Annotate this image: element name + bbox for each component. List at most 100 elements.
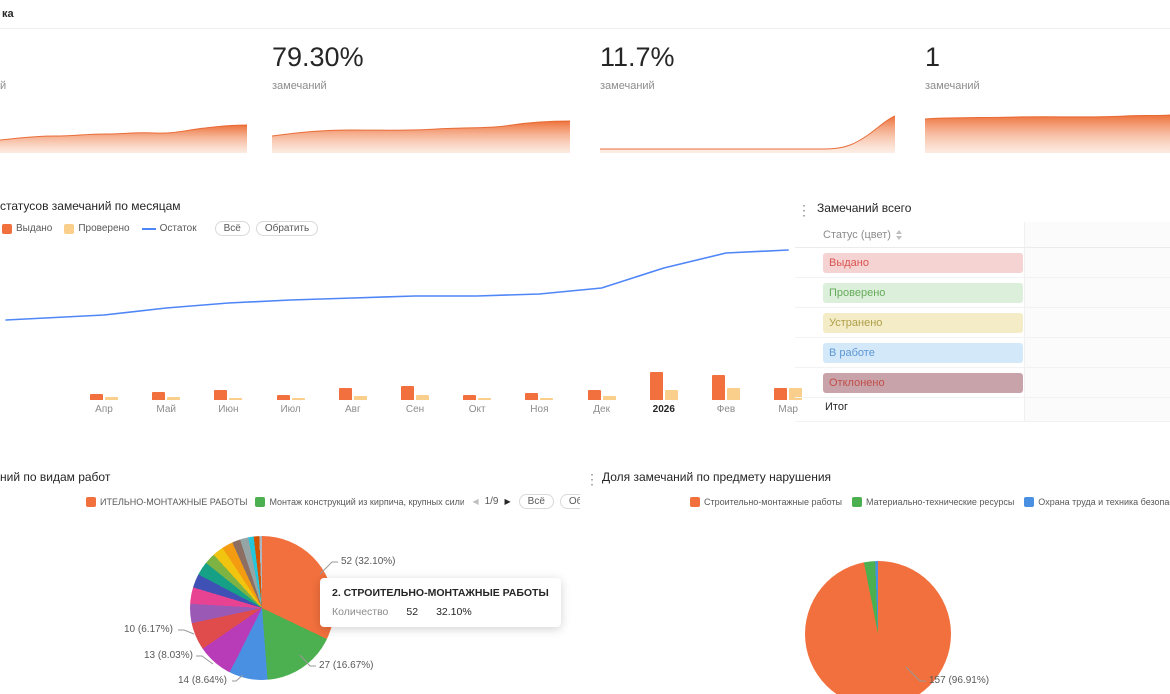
slice-label: 13 (8.03%) [144,650,193,661]
total-label: Итог [825,401,848,413]
x-axis-label: Окт [468,404,486,415]
legend-next-page-icon[interactable]: ▶ [504,497,511,506]
legend-label: Выдано [16,223,53,234]
bar-Проверено[interactable] [229,398,243,400]
table-row-В работе[interactable]: В работе [795,338,1170,368]
chart-tooltip: 2. СТРОИТЕЛЬНО-МОНТАЖНЫЕ РАБОТЫ Количест… [320,578,561,627]
invert-button[interactable]: Обратить [559,494,580,509]
table-row-Проверено[interactable]: Проверено [795,278,1170,308]
table-row-Отклонено[interactable]: Отклонено [795,368,1170,398]
remainder-line [5,249,790,321]
legend-item-provereno[interactable]: Проверено [64,223,130,234]
status-pill: Выдано [823,252,1023,273]
kebab-menu-icon[interactable]: ⋮ [797,202,811,218]
kpi-label-2: замечаний [272,80,327,92]
slice-label: 14 (8.64%) [178,675,227,686]
sparkline-3 [600,115,895,153]
slice-label: 52 (32.10%) [341,556,396,567]
bar-Проверено[interactable] [416,395,429,400]
subject-panel: ⋮ Доля замечаний по предмету нарушения С… [585,462,1170,694]
bar-Проверено[interactable] [664,390,678,400]
bar-Проверено[interactable] [291,398,305,400]
table-header-row: Статус (цвет) [795,222,1170,248]
pie2-legend: Строительно-монтажные работы Материально… [690,494,1170,509]
bar-Выдано[interactable] [276,395,290,400]
combo-legend: Выдано Проверено Остаток Всё Обратить [2,221,319,236]
legend-item-ostatok[interactable]: Остаток [141,223,197,234]
table-total-row[interactable]: Итог [795,393,1170,422]
bar-Выдано[interactable] [214,390,228,400]
bar-Проверено[interactable] [105,397,118,400]
legend-label: Остаток [159,223,197,234]
legend-item-montazh[interactable]: Монтаж конструкций из кирпича, крупных с… [255,496,465,507]
bar-Проверено[interactable] [540,398,554,400]
x-axis-label: Июл [280,404,301,415]
invert-button[interactable]: Обратить [255,221,319,236]
x-axis-label: Апр [95,404,113,415]
legend-item-mtr[interactable]: Материально-технические ресурсы [852,496,1015,507]
panel-title: Замечаний всего [817,201,912,215]
tooltip-percent: 32.10% [436,606,472,618]
x-axis-label: 2026 [652,404,675,415]
kpi-label-4: замечаний [925,80,980,92]
sparkline-1 [0,124,247,153]
bar-Выдано[interactable] [152,392,166,400]
bar-Проверено[interactable] [478,398,492,400]
x-axis-label: Сен [405,404,425,415]
kpi-label-3: замечаний [600,80,655,92]
status-pill: В работе [823,342,1023,363]
legend-item-vydano[interactable]: Выдано [2,223,52,234]
combo-plot [0,240,803,400]
x-axis-label: Мар [778,404,798,415]
sort-icon[interactable] [895,229,902,240]
bar-Выдано[interactable] [649,372,663,400]
status-dynamics-panel: статусов замечаний по месяцам Выдано Про… [0,185,803,435]
legend-item-smr[interactable]: ИТЕЛЬНО-МОНТАЖНЫЕ РАБОТЫ [86,496,247,507]
legend-label: Монтаж конструкций из кирпича, крупных с… [269,496,465,507]
table-row-Выдано[interactable]: Выдано [795,248,1170,278]
select-all-button[interactable]: Всё [518,494,554,509]
bar-Проверено[interactable] [167,397,181,400]
legend-prev-page-icon[interactable]: ◀ [472,497,479,506]
bottom-row: ний по видам работ ИТЕЛЬНО-МОНТАЖНЫЕ РАБ… [0,462,1170,694]
bar-Выдано[interactable] [587,390,601,400]
status-pill: Проверено [823,282,1023,303]
select-all-button[interactable]: Всё [214,221,250,236]
legend-label: Охрана труда и техника безопасности [1038,496,1170,507]
subject-pie[interactable] [805,561,951,694]
top-header: ка [0,0,1170,29]
table-row-Устранено[interactable]: Устранено [795,308,1170,338]
sparkline-2 [272,120,570,153]
status-table-body: Выдано Проверено Устранено В работе Отклонен… [795,248,1170,398]
kpi-label-1: й [0,80,7,92]
bar-Выдано[interactable] [774,388,788,400]
legend-item-ot[interactable]: Охрана труда и техника безопасности [1024,496,1170,507]
bar-Выдано[interactable] [525,393,539,400]
x-axis-label: Июн [218,404,239,415]
kpi-value-4: 1 [925,42,941,72]
legend-label: Строительно-монтажные работы [704,496,843,507]
legend-item-smr[interactable]: Строительно-монтажные работы [690,496,843,507]
tooltip-title: 2. СТРОИТЕЛЬНО-МОНТАЖНЫЕ РАБОТЫ [332,587,549,599]
bar-Проверено[interactable] [727,388,740,400]
legend-label: Проверено [78,223,130,234]
pie1-legend: ИТЕЛЬНО-МОНТАЖНЫЕ РАБОТЫ Монтаж конструк… [86,494,580,509]
slice-label: 10 (6.17%) [124,624,173,635]
kebab-menu-icon[interactable]: ⋮ [585,471,599,487]
bar-Выдано[interactable] [463,395,477,400]
work-types-pie[interactable] [190,536,334,680]
legend-label: Материально-технические ресурсы [866,496,1015,507]
combo-xaxis: Апр Май Июн Июл Авг Сен Окт Ноя Дек 2026 Фев Мар [0,404,798,418]
bar-Выдано[interactable] [90,394,103,400]
bar-Выдано[interactable] [338,388,352,400]
legend-swatch [64,223,75,234]
bar-Проверено[interactable] [353,396,367,400]
legend-swatch [690,496,700,507]
kpi-value-3: 11.7% [600,42,675,72]
status-pill: Устранено [823,312,1023,333]
bar-Выдано[interactable] [401,386,414,400]
bar-Выдано[interactable] [712,375,725,400]
bar-Проверено[interactable] [602,396,616,400]
summary-table-panel: ⋮ Замечаний всего Статус (цвет) Выдано Пр… [795,185,1170,435]
status-pill: Отклонено [823,372,1023,393]
